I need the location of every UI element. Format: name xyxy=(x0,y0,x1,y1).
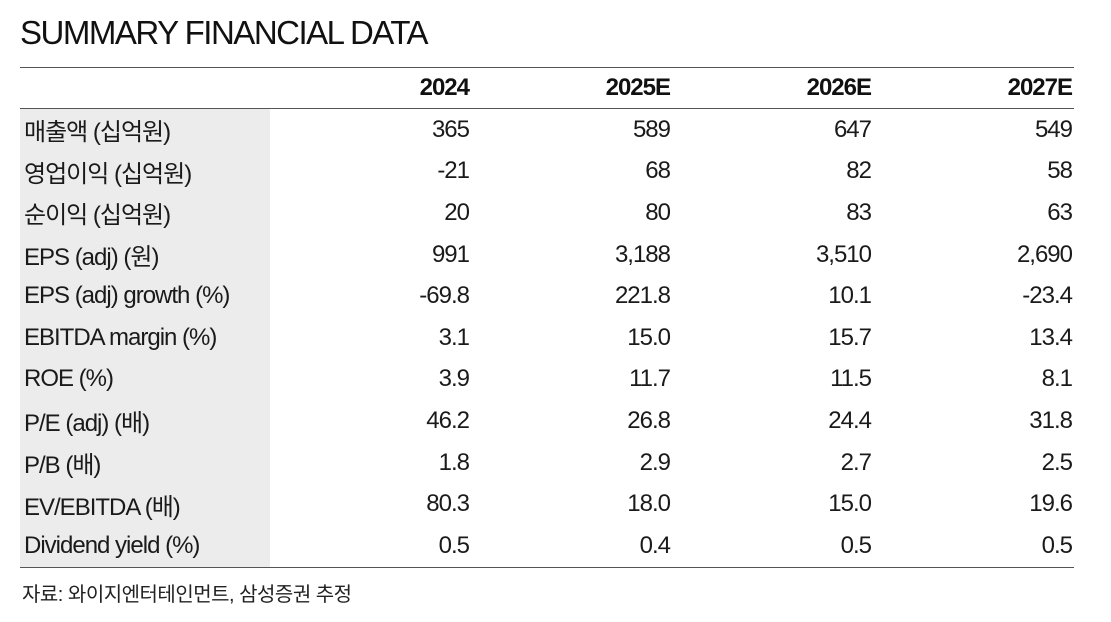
table-cell: 11.7 xyxy=(629,365,671,393)
table-cell: -69.8 xyxy=(419,282,470,310)
table-cell: 549 xyxy=(1034,115,1073,143)
table-cell: 19.6 xyxy=(1029,490,1073,518)
table-cell: 8.1 xyxy=(1041,365,1073,393)
table-row: EBITDA margin (%) 3.1 15.0 15.7 13.4 xyxy=(20,316,1074,359)
table-cell: 46.2 xyxy=(426,406,470,434)
table-cell: 3.9 xyxy=(438,365,470,393)
table-cell: 3,188 xyxy=(614,240,671,268)
table-cell: 365 xyxy=(431,115,470,143)
table-cell: 0.4 xyxy=(471,524,672,568)
table-cell: 221.8 xyxy=(614,282,671,310)
table-cell: 68 xyxy=(645,157,671,185)
table-cell: 1.8 xyxy=(438,448,470,476)
table-body: 매출액 (십억원) 365 589 647 549 영업이익 (십억원) -21 68 82 58… xyxy=(20,108,1074,568)
table-cell: 0.5 xyxy=(873,524,1074,568)
table-cell: 3,510 xyxy=(815,240,872,268)
table-row: P/B (배) 1.8 2.9 2.7 2.5 xyxy=(20,441,1074,484)
row-label: Dividend yield (%) xyxy=(20,524,270,568)
row-label: 영업이익 (십억원) xyxy=(20,150,270,193)
table-cell: 80.3 xyxy=(426,490,470,518)
table-row: P/E (adj) (배) 46.2 26.8 24.4 31.8 xyxy=(20,400,1074,442)
table-cell: 2.7 xyxy=(840,448,872,476)
table-cell: 10.1 xyxy=(828,282,872,310)
column-header-2027e: 2027E xyxy=(873,67,1074,109)
table-row: 영업이익 (십억원) -21 68 82 58 xyxy=(20,150,1074,193)
table-row: EV/EBITDA (배) 80.3 18.0 15.0 19.6 xyxy=(20,483,1074,525)
table-cell: 80 xyxy=(645,198,671,226)
table-cell: 589 xyxy=(632,115,671,143)
table-cell: 15.7 xyxy=(828,323,872,351)
table-cell: 0.5 xyxy=(270,524,471,568)
table-cell: 18.0 xyxy=(627,490,671,518)
row-label: EBITDA margin (%) xyxy=(20,316,270,359)
column-header-2026e: 2026E xyxy=(672,67,873,109)
column-header-label xyxy=(20,67,270,109)
table-row: Dividend yield (%) 0.5 0.4 0.5 0.5 xyxy=(20,524,1074,568)
table-cell: 2.5 xyxy=(1041,448,1073,476)
table-cell: 83 xyxy=(846,198,872,226)
table-cell: -23.4 xyxy=(1022,282,1073,310)
row-label: EPS (adj) (원) xyxy=(20,233,270,276)
row-label: 매출액 (십억원) xyxy=(20,108,270,151)
table-cell: 3.1 xyxy=(438,323,470,351)
table-cell: 31.8 xyxy=(1029,406,1073,434)
table-cell: 2.9 xyxy=(639,448,671,476)
table-cell: 58 xyxy=(1047,157,1073,185)
table-cell: 647 xyxy=(833,115,872,143)
table-cell: 15.0 xyxy=(828,490,872,518)
table-row: EPS (adj) (원) 991 3,188 3,510 2,690 xyxy=(20,233,1074,276)
table-cell: 63 xyxy=(1047,198,1073,226)
row-label: P/B (배) xyxy=(20,441,270,484)
row-label: EV/EBITDA (배) xyxy=(20,483,270,525)
row-label: EPS (adj) growth (%) xyxy=(20,275,270,317)
financial-summary-table: 2024 2025E 2026E 2027E 매출액 (십억원) 365 589 64… xyxy=(20,67,1074,568)
table-cell: 24.4 xyxy=(828,406,872,434)
table-cell: 11.5 xyxy=(830,365,872,393)
table-row: 매출액 (십억원) 365 589 647 549 xyxy=(20,108,1074,151)
row-label: P/E (adj) (배) xyxy=(20,400,270,442)
table-cell: 991 xyxy=(431,240,470,268)
table-cell: -21 xyxy=(437,157,470,185)
table-cell: 13.4 xyxy=(1029,323,1073,351)
column-header-2025e: 2025E xyxy=(471,67,672,109)
table-cell: 82 xyxy=(846,157,872,185)
table-cell: 2,690 xyxy=(1016,240,1073,268)
row-label: 순이익 (십억원) xyxy=(20,192,270,234)
table-cell: 26.8 xyxy=(627,406,671,434)
header-row: 2024 2025E 2026E 2027E xyxy=(20,67,1074,109)
source-note: 자료: 와이지엔터테인먼트, 삼성증권 추정 xyxy=(22,584,352,606)
table-cell: 20 xyxy=(444,198,470,226)
table-row: 순이익 (십억원) 20 80 83 63 xyxy=(20,192,1074,234)
table-row: EPS (adj) growth (%) -69.8 221.8 10.1 -23.4 xyxy=(20,275,1074,317)
table-cell: 15.0 xyxy=(627,323,671,351)
table-row: ROE (%) 3.9 11.7 11.5 8.1 xyxy=(20,358,1074,401)
row-label: ROE (%) xyxy=(20,358,270,401)
data-table: 2024 2025E 2026E 2027E 매출액 (십억원) 365 589 64… xyxy=(20,67,1074,568)
column-header-2024: 2024 xyxy=(270,67,471,109)
table-cell: 0.5 xyxy=(672,524,873,568)
page-title: SUMMARY FINANCIAL DATA xyxy=(20,14,429,51)
